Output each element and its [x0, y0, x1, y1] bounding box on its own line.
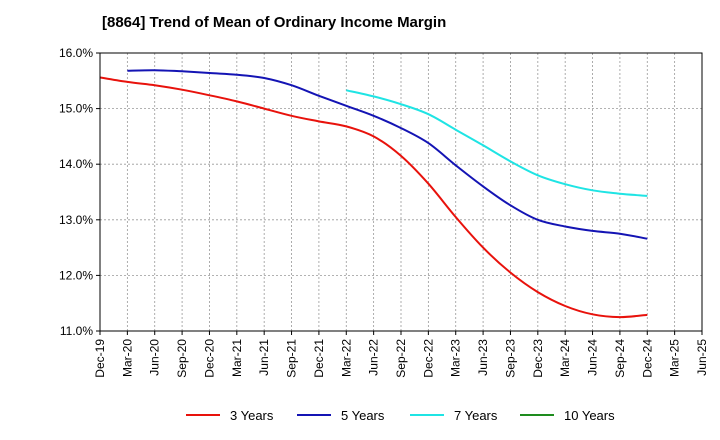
x-tick-label: Mar-21 [230, 339, 244, 377]
x-tick-label: Sep-21 [285, 339, 299, 378]
series-line-3-years [99, 76, 648, 319]
legend: 3 Years 5 Years 7 Years 10 Years [0, 405, 720, 427]
legend-item-5-years: 5 Years [297, 405, 384, 425]
grid-layer [100, 53, 702, 331]
series-line-5-years [127, 69, 648, 240]
chart-title: [8864] Trend of Mean of Ordinary Income … [102, 14, 447, 31]
x-tick-label: Mar-20 [120, 339, 134, 377]
x-tick-label: Jun-22 [367, 339, 381, 376]
legend-swatch-3-years [186, 414, 220, 416]
x-tick-label: Jun-25 [695, 339, 709, 376]
y-axis-tick-labels: 11.0% 12.0% 13.0% 14.0% 15.0% 16.0% [59, 46, 100, 338]
x-tick-label: Jun-23 [476, 339, 490, 376]
y-tick-label: 14.0% [59, 157, 93, 171]
x-tick-label: Mar-22 [339, 339, 353, 377]
x-tick-label: Jun-20 [148, 339, 162, 376]
x-tick-label: Sep-20 [175, 339, 189, 378]
legend-label-7-years: 7 Years [454, 407, 498, 423]
x-tick-label: Mar-25 [668, 339, 682, 377]
x-tick-label: Mar-24 [558, 339, 572, 377]
x-tick-label: Jun-24 [586, 339, 600, 376]
legend-item-3-years: 3 Years [186, 405, 273, 425]
x-tick-label: Mar-23 [449, 339, 463, 377]
y-tick-label: 13.0% [59, 213, 93, 227]
legend-swatch-5-years [297, 414, 331, 416]
series-layer [99, 69, 648, 319]
x-tick-label: Dec-20 [202, 339, 216, 378]
x-tick-label: Dec-22 [421, 339, 435, 378]
x-tick-label: Dec-23 [531, 339, 545, 378]
x-tick-label: Sep-23 [503, 339, 517, 378]
legend-swatch-10-years [520, 414, 554, 416]
y-tick-label: 12.0% [59, 268, 93, 282]
line-chart: 11.0% 12.0% 13.0% 14.0% 15.0% 16.0% Dec-19 Mar… [59, 46, 709, 378]
x-tick-label: Sep-24 [613, 339, 627, 378]
y-tick-label: 16.0% [59, 46, 93, 60]
legend-swatch-7-years [410, 414, 444, 416]
legend-label-10-years: 10 Years [564, 407, 615, 423]
x-tick-label: Sep-22 [394, 339, 408, 378]
x-axis-tick-labels: Dec-19 Mar-20 Jun-20 Sep-20 Dec-20 Mar-21 Jun-… [93, 331, 709, 378]
x-tick-label: Dec-21 [312, 339, 326, 378]
legend-item-7-years: 7 Years [410, 405, 497, 425]
x-tick-label: Dec-19 [93, 339, 107, 378]
x-tick-label: Dec-24 [640, 339, 654, 378]
series-line-7-years [346, 89, 648, 197]
y-tick-label: 15.0% [59, 102, 93, 116]
legend-label-3-years: 3 Years [230, 407, 274, 423]
y-tick-label: 11.0% [60, 324, 93, 338]
legend-label-5-years: 5 Years [341, 407, 385, 423]
x-tick-label: Jun-21 [257, 339, 271, 376]
legend-item-10-years: 10 Years [520, 405, 615, 425]
